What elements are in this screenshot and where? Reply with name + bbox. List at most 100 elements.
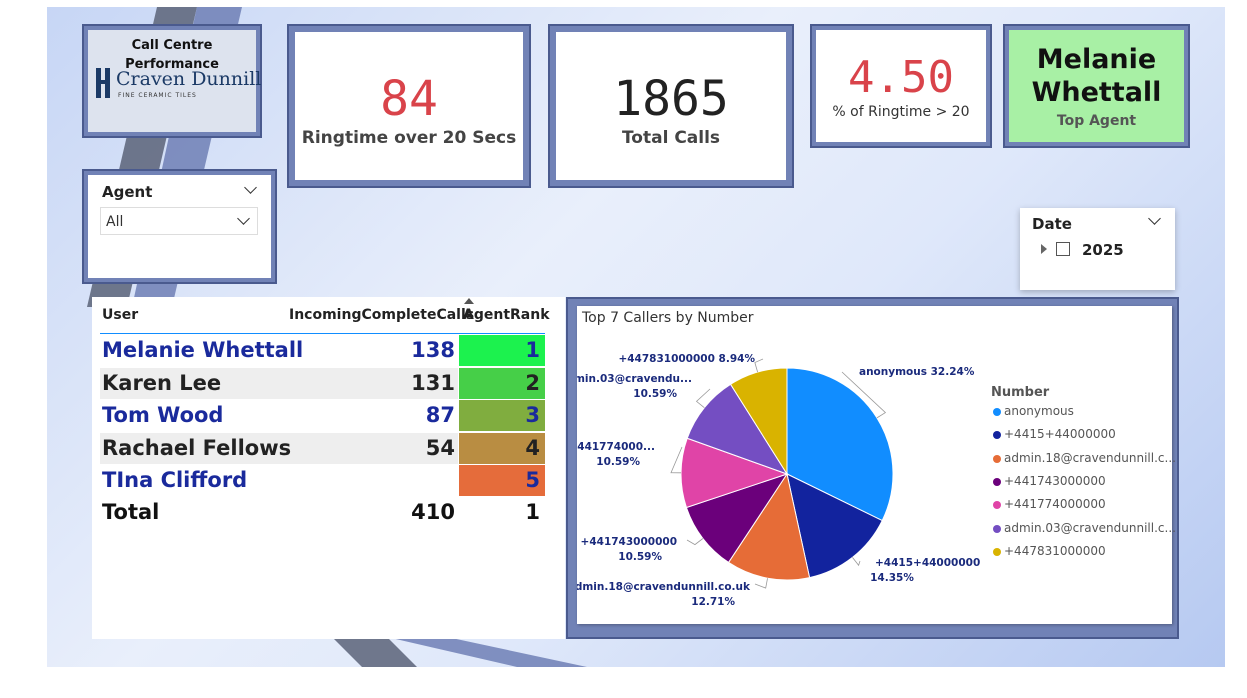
date-slicer-label: Date xyxy=(1032,215,1072,233)
chevron-down-icon xyxy=(237,212,250,225)
header-agent-rank[interactable]: AgentRank xyxy=(463,307,550,323)
cell-user: Rachael Fellows xyxy=(102,435,292,460)
header-user[interactable]: User xyxy=(102,307,139,323)
legend-dot-icon xyxy=(993,454,1001,463)
kpi-total-calls: 1865 Total Calls xyxy=(548,24,794,188)
cell-rank: 1 xyxy=(459,335,545,366)
cell-rank-value: 4 xyxy=(525,435,540,460)
kpi-pct-ringtime: 4.50 % of Ringtime > 20 xyxy=(810,24,992,148)
table-row[interactable]: Tom Wood 87 3 xyxy=(100,400,545,431)
slice-label: admin.03@cravendu... xyxy=(577,373,692,385)
cell-rank: 3 xyxy=(459,400,545,431)
ringtime-over-20-label: Ringtime over 20 Secs xyxy=(301,128,517,148)
slice-label: +447831000000 8.94% xyxy=(618,353,755,365)
label-leader-line xyxy=(852,557,861,567)
table-row[interactable]: Melanie Whettall 138 1 xyxy=(100,335,545,366)
label-leader-line xyxy=(695,388,711,408)
pie-slice[interactable] xyxy=(686,383,789,475)
cell-rank: 5 xyxy=(459,465,545,496)
cell-rank-value: 5 xyxy=(525,468,540,492)
table-row[interactable]: Karen Lee 131 2 xyxy=(100,367,545,399)
cell-rank-value: 1 xyxy=(525,338,540,362)
total-calls-value: 1865 xyxy=(613,71,729,127)
date-checkbox[interactable] xyxy=(1056,242,1070,256)
expand-triangle-icon[interactable] xyxy=(1040,243,1048,255)
legend-dot-icon xyxy=(993,408,1001,416)
chart-title: Top 7 Callers by Number xyxy=(582,310,754,326)
legend-label: +441774000000 xyxy=(1004,497,1106,512)
agent-table: User IncomingCompleteCalls AgentRank Mel… xyxy=(92,297,565,639)
total-calls-label: Total Calls xyxy=(621,128,721,148)
pie-slice[interactable] xyxy=(685,473,789,564)
legend-dot-icon xyxy=(993,477,1001,486)
sort-indicator xyxy=(464,298,474,304)
agent-dropdown-value: All xyxy=(106,214,124,230)
company-logo: Craven Dunnill FINE CERAMIC TILES xyxy=(94,64,261,104)
stripe-bottom-dark xyxy=(332,637,417,667)
cell-user: Tom Wood xyxy=(102,403,224,427)
logo-card: Call Centre Performance Craven Dunnill F… xyxy=(82,24,262,138)
date-slicer-collapse-icon[interactable] xyxy=(1148,212,1161,225)
total-rank: 1 xyxy=(525,500,540,524)
cell-rank-value: 2 xyxy=(525,370,540,395)
cell-calls: 87 xyxy=(425,403,455,427)
legend-label: admin.18@cravendunnill.c... xyxy=(1004,450,1176,465)
pct-ringtime-value: 4.50 xyxy=(848,52,954,103)
slice-percent-label: 14.35% xyxy=(870,572,914,584)
report-title: Call Centre Performance xyxy=(125,38,219,72)
kpi-top-agent: Melanie Whettall Top Agent xyxy=(1003,24,1190,148)
label-leader-line xyxy=(754,578,768,589)
slice-label: +4415+44000000 xyxy=(875,557,980,569)
row-stripe xyxy=(100,367,458,399)
sort-indicator-icon xyxy=(464,298,474,304)
slice-label: +441743000000 xyxy=(581,536,677,548)
cell-rank-value: 3 xyxy=(525,403,540,427)
agent-slicer: Agent All xyxy=(82,169,277,284)
ringtime-over-20-value: 84 xyxy=(380,71,438,127)
cell-user: TIna Clifford xyxy=(102,468,248,492)
logo-bar-mid xyxy=(96,80,110,84)
slice-percent-label: 10.59% xyxy=(618,551,662,563)
expand-triangle xyxy=(1041,244,1047,254)
company-name: Craven Dunnill xyxy=(116,68,262,90)
slice-percent-label: 12.71% xyxy=(691,596,735,608)
legend-label: +447831000000 xyxy=(1004,543,1106,558)
stripe-bottom-blue xyxy=(387,637,587,667)
legend-dot-icon xyxy=(993,547,1001,556)
pie-chart[interactable]: anonymous 32.24% +4415+44000000 14.35% admi… xyxy=(577,306,1172,624)
legend-label: +4415+44000000 xyxy=(1004,427,1116,442)
agent-slicer-collapse-icon[interactable] xyxy=(244,181,257,194)
cell-calls: 131 xyxy=(411,370,455,395)
label-leader-line xyxy=(754,358,764,373)
pie-chart-card: Top 7 Callers by Number anonymous 32.24%… xyxy=(577,306,1176,624)
cell-calls: 54 xyxy=(425,435,455,460)
cell-calls: 138 xyxy=(411,338,455,362)
legend-title: Number xyxy=(991,385,1050,400)
pie-slice[interactable] xyxy=(729,367,788,476)
legend-dot-icon xyxy=(993,524,1001,533)
agent-dropdown[interactable]: All xyxy=(100,207,258,235)
legend-label: anonymous xyxy=(1004,404,1074,418)
header-divider xyxy=(100,333,545,334)
top-agent-name: Melanie Whettall xyxy=(1031,44,1162,108)
label-leader-line xyxy=(686,538,704,546)
table-row[interactable]: TIna Clifford 5 xyxy=(100,465,545,496)
slice-percent-label: 10.59% xyxy=(633,388,677,400)
label-leader-line xyxy=(841,371,887,419)
slice-label: admin.18@cravendunnill.co.uk xyxy=(577,581,751,593)
cell-rank: 4 xyxy=(459,432,545,464)
slice-label: anonymous 32.24% xyxy=(859,366,975,378)
company-tagline: FINE CERAMIC TILES xyxy=(118,92,197,99)
legend-label: admin.03@cravendunnill.c... xyxy=(1004,520,1176,535)
total-row: Total 410 1 xyxy=(92,497,565,529)
slice-percent-label: 10.59% xyxy=(596,456,640,468)
header-incoming-calls[interactable]: IncomingCompleteCalls xyxy=(289,307,475,323)
pie-slice[interactable] xyxy=(680,437,789,509)
kpi-ringtime-over-20: 84 Ringtime over 20 Secs xyxy=(287,24,531,188)
date-item-label: 2025 xyxy=(1082,241,1124,259)
logo-mark-icon xyxy=(96,68,110,98)
cell-user: Karen Lee xyxy=(102,370,222,395)
legend-label: +441743000000 xyxy=(1004,473,1106,488)
table-row[interactable]: Rachael Fellows 54 4 xyxy=(100,432,545,464)
legend-dot-icon xyxy=(993,431,1001,440)
